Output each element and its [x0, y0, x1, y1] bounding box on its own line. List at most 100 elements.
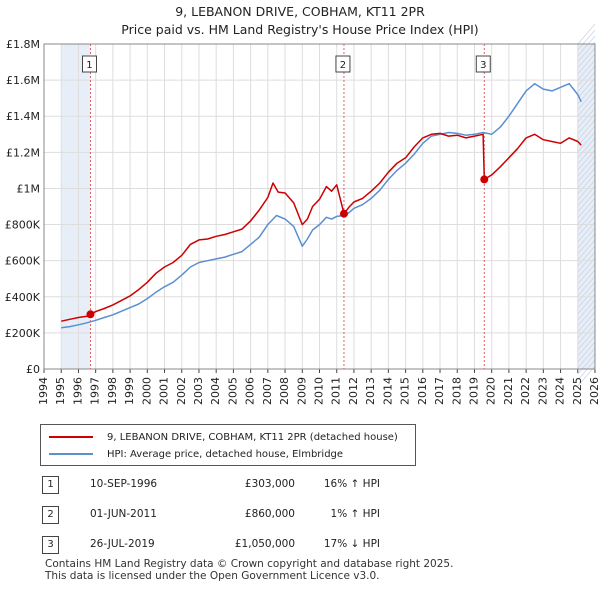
- hatch-line: [577, 149, 596, 171]
- hatch-line: [577, 239, 596, 261]
- sale-marker: [86, 310, 95, 319]
- hatch-line: [577, 59, 596, 81]
- hatch-line: [577, 167, 596, 189]
- property-price-line: [61, 132, 582, 322]
- hatch-line: [577, 35, 596, 57]
- hatch-line: [577, 29, 596, 51]
- hatch-line: [577, 173, 596, 195]
- x-tick-label: 2026: [588, 377, 600, 405]
- hatch-line: [577, 161, 596, 183]
- sale-label-text: 2: [340, 60, 346, 71]
- hatch-line: [577, 185, 596, 207]
- x-tick-label: 2010: [313, 377, 326, 405]
- y-tick-label: £200K: [5, 327, 41, 340]
- footer-licence: This data is licensed under the Open Gov…: [45, 570, 380, 582]
- x-tick-label: 2011: [330, 377, 343, 405]
- x-tick-label: 2004: [209, 377, 222, 405]
- sale-price: £303,000: [244, 478, 295, 490]
- hatch-line: [577, 245, 596, 267]
- x-tick-label: 2001: [158, 377, 171, 405]
- hatch-line: [577, 341, 596, 363]
- x-tick-label: 2000: [140, 377, 153, 405]
- hatch-line: [577, 293, 596, 315]
- footer-copyright: Contains HM Land Registry data © Crown c…: [45, 558, 454, 570]
- x-tick-label: 2006: [244, 377, 257, 405]
- sale-label-text: 1: [86, 60, 92, 71]
- y-tick-label: £1M: [17, 182, 41, 195]
- hatch-line: [577, 179, 596, 201]
- y-tick-label: £400K: [5, 291, 41, 304]
- sale-label-text: 3: [480, 60, 486, 71]
- x-tick-label: 1999: [123, 377, 136, 405]
- hatch-line: [577, 299, 596, 321]
- x-tick-label: 2022: [519, 377, 532, 405]
- x-tick-label: 2018: [450, 377, 463, 405]
- x-tick-label: 2005: [226, 377, 239, 405]
- x-tick-label: 1994: [37, 377, 50, 405]
- y-tick-label: £1.6M: [6, 74, 40, 87]
- hatch-line: [577, 131, 596, 153]
- hpi-line: [61, 82, 582, 329]
- hatch-line: [577, 287, 596, 309]
- y-tick-label: £0: [26, 363, 40, 376]
- sale-date: 26-JUL-2019: [90, 538, 155, 550]
- hatch-line: [577, 65, 596, 87]
- legend-property-label: 9, LEBANON DRIVE, COBHAM, KT11 2PR (deta…: [107, 431, 398, 443]
- hatch-line: [577, 197, 596, 219]
- hatch-line: [577, 323, 596, 345]
- x-tick-label: 2012: [347, 377, 360, 405]
- hatch-line: [577, 269, 596, 291]
- hatch-line: [577, 233, 596, 255]
- hatch-line: [577, 347, 596, 369]
- x-tick-label: 2015: [399, 377, 412, 405]
- y-tick-label: £600K: [5, 255, 41, 268]
- hatch-line: [577, 335, 596, 357]
- hatch-line: [577, 119, 596, 141]
- hatch-line: [577, 47, 596, 69]
- sale-row: 3 26-JUL-2019 £1,050,000 17% ↓ HPI: [40, 536, 560, 554]
- hatch-line: [577, 143, 596, 165]
- legend-item-hpi: HPI: Average price, detached house, Elmb…: [49, 447, 343, 461]
- hatch-line: [577, 53, 596, 75]
- hatch-line: [577, 275, 596, 297]
- hatch-line: [577, 23, 596, 45]
- sale-row: 2 01-JUN-2011 £860,000 1% ↑ HPI: [40, 506, 560, 524]
- hatch-line: [577, 209, 596, 231]
- sale-badge: 1: [42, 476, 59, 494]
- x-tick-label: 2017: [433, 377, 446, 405]
- legend-property-swatch: [49, 436, 93, 438]
- hatch-line: [577, 137, 596, 159]
- x-tick-label: 2020: [485, 377, 498, 405]
- hatch-line: [577, 113, 596, 135]
- y-tick-label: £1.4M: [6, 110, 40, 123]
- legend: 9, LEBANON DRIVE, COBHAM, KT11 2PR (deta…: [40, 424, 416, 466]
- sale-hpi-diff: 1% ↑ HPI: [330, 508, 380, 520]
- x-tick-label: 1998: [106, 377, 119, 405]
- sale-marker: [339, 209, 348, 218]
- x-tick-label: 1995: [54, 377, 67, 405]
- sale-hpi-diff: 17% ↓ HPI: [323, 538, 380, 550]
- sale-label-box: [335, 55, 351, 73]
- sale-price: £860,000: [244, 508, 295, 520]
- chart-title-line1: 9, LEBANON DRIVE, COBHAM, KT11 2PR: [175, 4, 425, 19]
- sale-label-box: [81, 55, 97, 73]
- sale-hpi-diff: 16% ↑ HPI: [323, 478, 380, 490]
- hatch-line: [577, 227, 596, 249]
- x-tick-label: 2003: [192, 377, 205, 405]
- hatch-line: [577, 311, 596, 333]
- hatch-line: [577, 203, 596, 225]
- hatch-line: [577, 281, 596, 303]
- hatch-line: [577, 101, 596, 123]
- legend-item-property: 9, LEBANON DRIVE, COBHAM, KT11 2PR (deta…: [49, 430, 398, 444]
- sale-badge: 2: [42, 506, 59, 524]
- hatch-line: [577, 215, 596, 237]
- x-tick-label: 2024: [554, 377, 567, 405]
- plot-frame: [43, 43, 596, 370]
- hatch-line: [577, 107, 596, 129]
- y-tick-label: £1.2M: [6, 146, 40, 159]
- y-tick-label: £800K: [5, 219, 41, 232]
- hatch-line: [577, 257, 596, 279]
- x-tick-label: 2008: [278, 377, 291, 405]
- hatch-line: [577, 251, 596, 273]
- x-tick-label: 2019: [467, 377, 480, 405]
